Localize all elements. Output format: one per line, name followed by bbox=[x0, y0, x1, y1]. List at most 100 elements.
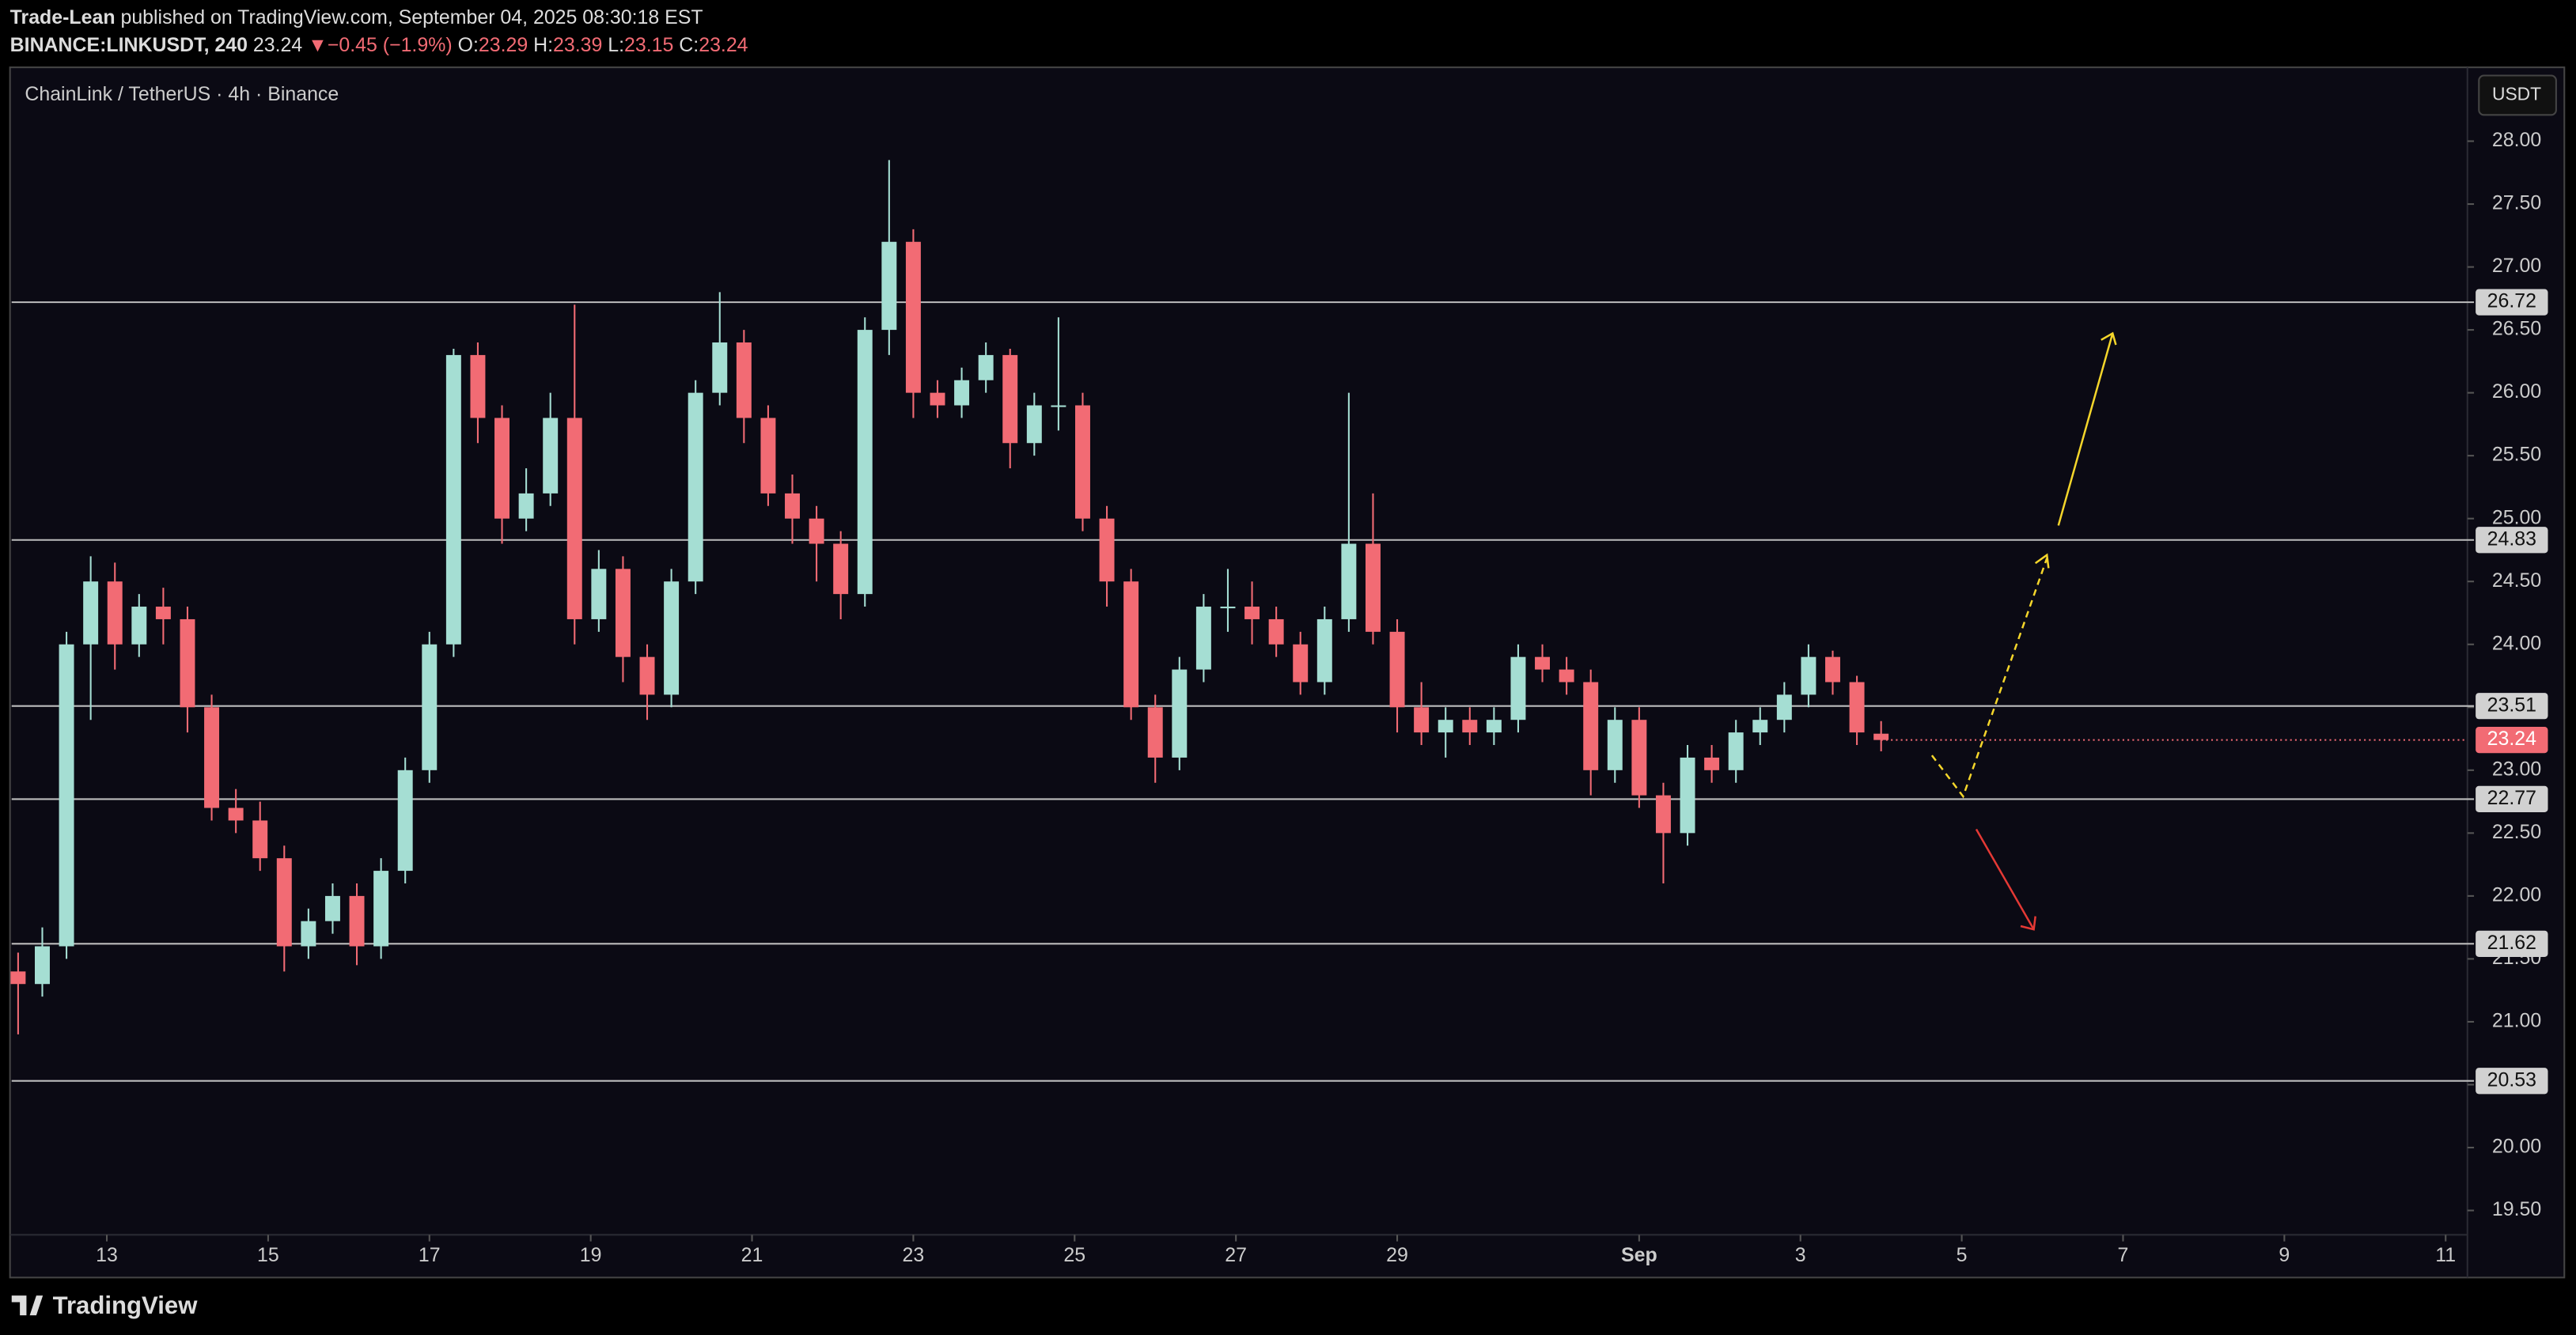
candle-body bbox=[1293, 644, 1309, 683]
candle-body bbox=[324, 895, 340, 921]
level-label: 20.53 bbox=[2487, 1068, 2536, 1091]
l-label: L: bbox=[608, 34, 624, 56]
y-tick-label: 24.00 bbox=[2492, 632, 2541, 654]
currency: USDT bbox=[2492, 83, 2541, 104]
header-line: Trade-Lean published on TradingView.com,… bbox=[10, 6, 703, 28]
candle-body bbox=[760, 418, 776, 494]
candle-body bbox=[1123, 581, 1139, 708]
candle-body bbox=[978, 354, 994, 380]
arrow-head bbox=[2034, 553, 2050, 569]
candle-body bbox=[1147, 707, 1163, 758]
level-label: 23.51 bbox=[2487, 694, 2536, 716]
candle-body bbox=[1535, 656, 1551, 670]
candle-body bbox=[930, 392, 945, 406]
candle-body bbox=[1680, 757, 1695, 834]
candle-body bbox=[1002, 354, 1018, 444]
o: 23.29 bbox=[479, 34, 528, 56]
level-tag bbox=[2476, 289, 2548, 316]
currency-button[interactable] bbox=[2478, 74, 2557, 116]
candle-body bbox=[301, 921, 316, 947]
author: Trade-Lean bbox=[10, 6, 116, 28]
x-tick-label: 5 bbox=[1957, 1244, 1968, 1266]
x-tick-label: 9 bbox=[2279, 1244, 2290, 1266]
candle-body bbox=[59, 644, 74, 947]
x-tick-label: 3 bbox=[1795, 1244, 1806, 1266]
level-label: 21.62 bbox=[2487, 932, 2536, 954]
h-label: H: bbox=[533, 34, 553, 56]
h: 23.39 bbox=[553, 34, 602, 56]
candle-body bbox=[1414, 707, 1430, 733]
x-tick-label: 17 bbox=[419, 1244, 441, 1266]
x-tick-label: 19 bbox=[580, 1244, 602, 1266]
candle-body bbox=[107, 581, 123, 645]
arrow-down bbox=[1975, 828, 2035, 930]
candle-body bbox=[83, 581, 99, 645]
candle-body bbox=[712, 342, 728, 393]
arrow: ▼ bbox=[308, 34, 328, 56]
arrow-head bbox=[2020, 916, 2036, 931]
x-tick-label: 29 bbox=[1386, 1244, 1408, 1266]
level-label: 22.77 bbox=[2487, 787, 2536, 809]
x-tick-label: 21 bbox=[741, 1244, 763, 1266]
logo-icon bbox=[11, 1295, 44, 1316]
candle-body bbox=[35, 946, 50, 985]
candle-body bbox=[566, 418, 582, 619]
candle-body bbox=[397, 770, 413, 872]
candle-body bbox=[518, 493, 534, 519]
candle-body bbox=[809, 518, 824, 544]
level-tag bbox=[2476, 1068, 2548, 1095]
candle-body bbox=[1607, 720, 1623, 770]
last-price-tag bbox=[2476, 727, 2548, 754]
candle-body bbox=[180, 618, 195, 708]
x-tick-label: 7 bbox=[2118, 1244, 2129, 1266]
candle-body bbox=[615, 569, 631, 657]
chart-title: ChainLink / TetherUS · 4h · Binance bbox=[25, 83, 339, 105]
y-tick-label: 23.00 bbox=[2492, 758, 2541, 780]
arrow-head bbox=[2101, 331, 2117, 346]
candle-body bbox=[591, 569, 607, 619]
candle-body bbox=[1849, 682, 1865, 733]
candle-body bbox=[1389, 631, 1405, 708]
candle-body bbox=[494, 418, 510, 519]
candle-body bbox=[1075, 405, 1090, 519]
level-label: 26.72 bbox=[2487, 290, 2536, 312]
y-tick-label: 27.00 bbox=[2492, 255, 2541, 277]
arrow-up bbox=[2057, 333, 2114, 526]
candle-body bbox=[155, 607, 171, 619]
candle-body bbox=[1051, 405, 1066, 407]
published: published on TradingView.com, September … bbox=[120, 6, 703, 28]
candle-body bbox=[1244, 607, 1260, 619]
candle-body bbox=[1559, 669, 1574, 683]
candle-body bbox=[204, 707, 220, 808]
candle-body bbox=[881, 241, 897, 331]
candle-body bbox=[422, 644, 438, 770]
y-tick-label: 24.50 bbox=[2492, 569, 2541, 592]
c: 23.24 bbox=[699, 34, 748, 56]
candle-body bbox=[1728, 732, 1744, 770]
candle-body bbox=[1220, 607, 1236, 609]
level-tag bbox=[2476, 527, 2548, 554]
candle-body bbox=[1195, 607, 1211, 670]
y-tick-label: 26.50 bbox=[2492, 318, 2541, 340]
level-label: 24.83 bbox=[2487, 528, 2536, 550]
candle-body bbox=[857, 330, 873, 595]
header-line: BINANCE:LINKUSDT, 240 23.24 ▼−0.45 (−1.9… bbox=[10, 34, 748, 56]
candle-body bbox=[276, 858, 292, 947]
candle-body bbox=[10, 971, 26, 985]
y-tick-label: 22.00 bbox=[2492, 883, 2541, 906]
candle-body bbox=[1026, 405, 1042, 444]
candle-body bbox=[1172, 669, 1188, 758]
candle-body bbox=[1341, 543, 1357, 619]
price: 23.24 bbox=[253, 34, 302, 56]
y-tick-label: 25.50 bbox=[2492, 444, 2541, 466]
candle-body bbox=[1825, 656, 1840, 683]
candle-body bbox=[445, 354, 461, 645]
o-label: O: bbox=[458, 34, 479, 56]
candle-body bbox=[1268, 618, 1284, 645]
candle-body bbox=[1655, 795, 1671, 834]
candle-body bbox=[833, 543, 849, 595]
candle-body bbox=[954, 380, 970, 406]
x-tick-label: 15 bbox=[257, 1244, 279, 1266]
x-tick-label: 23 bbox=[903, 1244, 925, 1266]
